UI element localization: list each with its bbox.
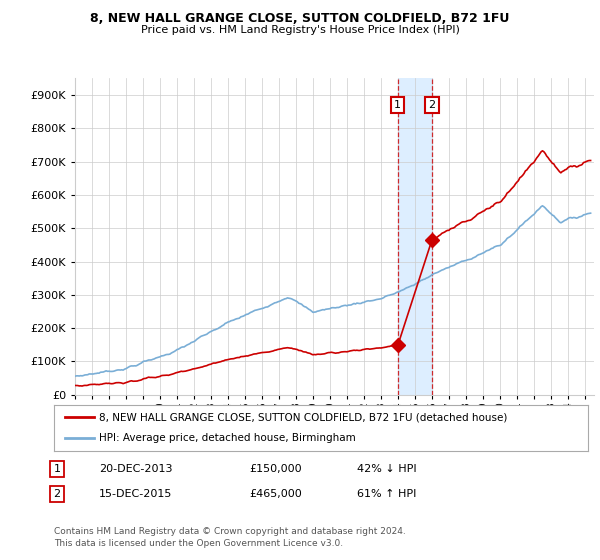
Text: 15-DEC-2015: 15-DEC-2015 bbox=[99, 489, 172, 499]
Text: £465,000: £465,000 bbox=[249, 489, 302, 499]
Text: 1: 1 bbox=[53, 464, 61, 474]
Text: Price paid vs. HM Land Registry's House Price Index (HPI): Price paid vs. HM Land Registry's House … bbox=[140, 25, 460, 35]
Text: 1: 1 bbox=[394, 100, 401, 110]
Text: HPI: Average price, detached house, Birmingham: HPI: Average price, detached house, Birm… bbox=[100, 433, 356, 444]
Bar bbox=[398, 78, 431, 395]
Text: £150,000: £150,000 bbox=[249, 464, 302, 474]
Text: 2: 2 bbox=[53, 489, 61, 499]
Text: 61% ↑ HPI: 61% ↑ HPI bbox=[357, 489, 416, 499]
Text: 2: 2 bbox=[428, 100, 435, 110]
Text: 20-DEC-2013: 20-DEC-2013 bbox=[99, 464, 173, 474]
Text: 8, NEW HALL GRANGE CLOSE, SUTTON COLDFIELD, B72 1FU (detached house): 8, NEW HALL GRANGE CLOSE, SUTTON COLDFIE… bbox=[100, 412, 508, 422]
Text: Contains HM Land Registry data © Crown copyright and database right 2024.
This d: Contains HM Land Registry data © Crown c… bbox=[54, 527, 406, 548]
Text: 42% ↓ HPI: 42% ↓ HPI bbox=[357, 464, 416, 474]
Text: 8, NEW HALL GRANGE CLOSE, SUTTON COLDFIELD, B72 1FU: 8, NEW HALL GRANGE CLOSE, SUTTON COLDFIE… bbox=[91, 12, 509, 25]
